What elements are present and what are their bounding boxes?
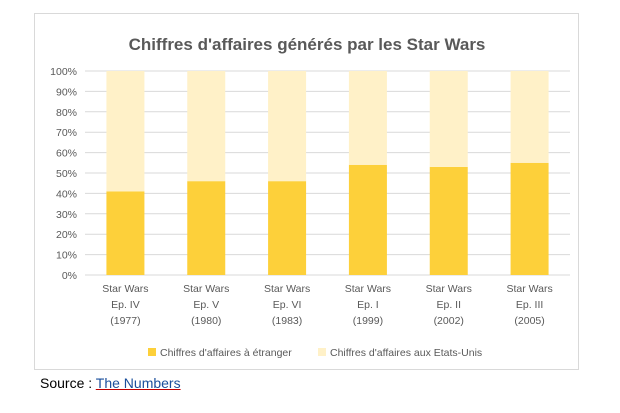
x-category-label: Ep. VI [273, 299, 302, 311]
x-category-label: Star Wars [102, 283, 148, 295]
bar-segment-us [106, 71, 145, 192]
legend-swatch [318, 348, 326, 356]
x-category-label: Star Wars [426, 283, 472, 295]
bar-segment-foreign [187, 181, 226, 275]
x-category-label: Star Wars [183, 283, 229, 295]
bar-segment-foreign [429, 166, 468, 275]
bar-segment-us [510, 71, 549, 163]
gridlines [85, 70, 570, 276]
y-tick-label: 50% [56, 168, 77, 180]
bar-segment-foreign [268, 181, 307, 275]
x-category-label: Star Wars [264, 283, 310, 295]
stacked-bar-chart: Chiffres d'affaires générés par les Star… [50, 35, 570, 359]
x-category-label: Ep. V [193, 299, 219, 311]
x-category-label: Ep. I [357, 299, 379, 311]
source-link[interactable]: The Numbers [95, 375, 181, 391]
x-category-label: (2002) [434, 315, 464, 327]
chart-title: Chiffres d'affaires générés par les Star… [129, 35, 486, 54]
y-tick-label: 10% [56, 250, 77, 262]
bar-segment-foreign [106, 191, 145, 275]
legend-swatch [148, 348, 156, 356]
y-tick-label: 30% [56, 209, 77, 221]
x-category-label: Ep. IV [111, 299, 140, 311]
y-tick-label: 20% [56, 229, 77, 241]
bars [106, 71, 549, 275]
y-tick-label: 90% [56, 86, 77, 98]
x-category-label: Star Wars [345, 283, 391, 295]
bar-segment-foreign [348, 164, 387, 275]
bar-segment-us [187, 71, 226, 182]
legend-label: Chiffres d'affaires aux Etats-Unis [330, 347, 482, 359]
y-tick-label: 80% [56, 107, 77, 119]
x-axis-labels: Star Wars Ep. IV (1977) Star Wars Ep. V (1980… [102, 283, 552, 327]
y-axis-ticks: 0% 10% 20% 30% 40% 50% 60% 70% 80% 90% 100% [50, 66, 77, 282]
y-tick-label: 40% [56, 188, 77, 200]
y-tick-label: 100% [50, 66, 77, 78]
bar-segment-us [429, 71, 468, 167]
source-prefix: Source : [40, 375, 96, 391]
legend-label: Chiffres d'affaires à étranger [160, 347, 292, 359]
chart-frame: Chiffres d'affaires générés par les Star… [34, 13, 579, 370]
x-category-label: (1980) [191, 315, 221, 327]
bar-segment-us [348, 71, 387, 165]
x-category-label: (2005) [514, 315, 544, 327]
y-tick-label: 70% [56, 127, 77, 139]
source-line: Source : The Numbers [40, 375, 181, 391]
y-tick-label: 60% [56, 148, 77, 160]
y-tick-label: 0% [62, 270, 77, 282]
legend: Chiffres d'affaires à étranger Chiffres d… [148, 347, 482, 359]
bar-segment-us [268, 71, 307, 182]
x-category-label: Star Wars [506, 283, 552, 295]
x-category-label: Ep. III [516, 299, 543, 311]
bar-segment-foreign [510, 162, 549, 275]
x-category-label: (1999) [353, 315, 383, 327]
x-category-label: (1977) [110, 315, 140, 327]
x-category-label: Ep. II [436, 299, 461, 311]
x-category-label: (1983) [272, 315, 302, 327]
